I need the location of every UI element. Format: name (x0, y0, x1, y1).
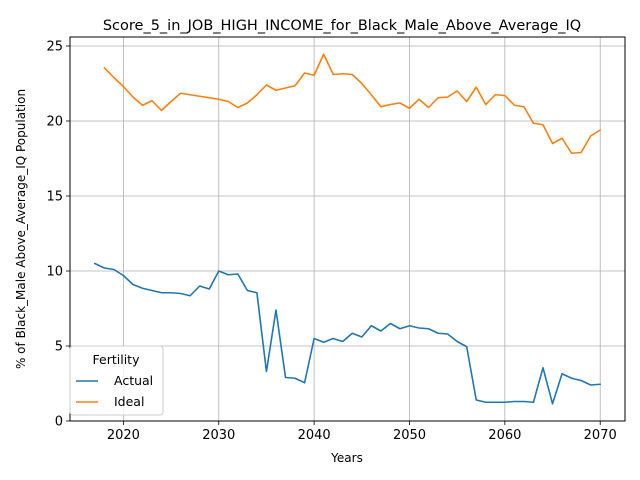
y-axis-label: % of Black_Male Above_Average_IQ Populat… (14, 89, 28, 369)
chart-title: Score_5_in_JOB_HIGH_INCOME_for_Black_Mal… (103, 18, 581, 34)
y-axis: 0 5 10 15 20 25 (46, 40, 70, 430)
legend: Fertility Actual Ideal (69, 345, 164, 416)
legend-label-ideal: Ideal (114, 394, 144, 409)
y-tick-label: 0 (55, 415, 63, 430)
x-axis: 2020 2030 2040 2050 2060 2070 (107, 421, 617, 443)
legend-label-actual: Actual (114, 373, 153, 388)
y-tick-label: 25 (46, 40, 63, 55)
x-axis-label: Years (330, 451, 363, 465)
legend-title: Fertility (93, 352, 141, 367)
legend-box (69, 345, 164, 416)
x-tick-label: 2030 (202, 428, 235, 443)
y-tick-label: 5 (55, 340, 63, 355)
y-tick-label: 10 (46, 265, 63, 280)
series-layer (93, 53, 602, 405)
x-tick-label: 2040 (298, 428, 331, 443)
x-tick-label: 2020 (107, 428, 140, 443)
y-tick-label: 20 (46, 115, 63, 130)
plot-frame (69, 36, 626, 422)
series-line-ideal (103, 53, 602, 155)
y-tick-label: 15 (46, 190, 63, 205)
x-tick-label: 2060 (488, 428, 521, 443)
x-tick-label: 2070 (584, 428, 617, 443)
series-line-actual (93, 262, 602, 405)
x-tick-label: 2050 (393, 428, 426, 443)
